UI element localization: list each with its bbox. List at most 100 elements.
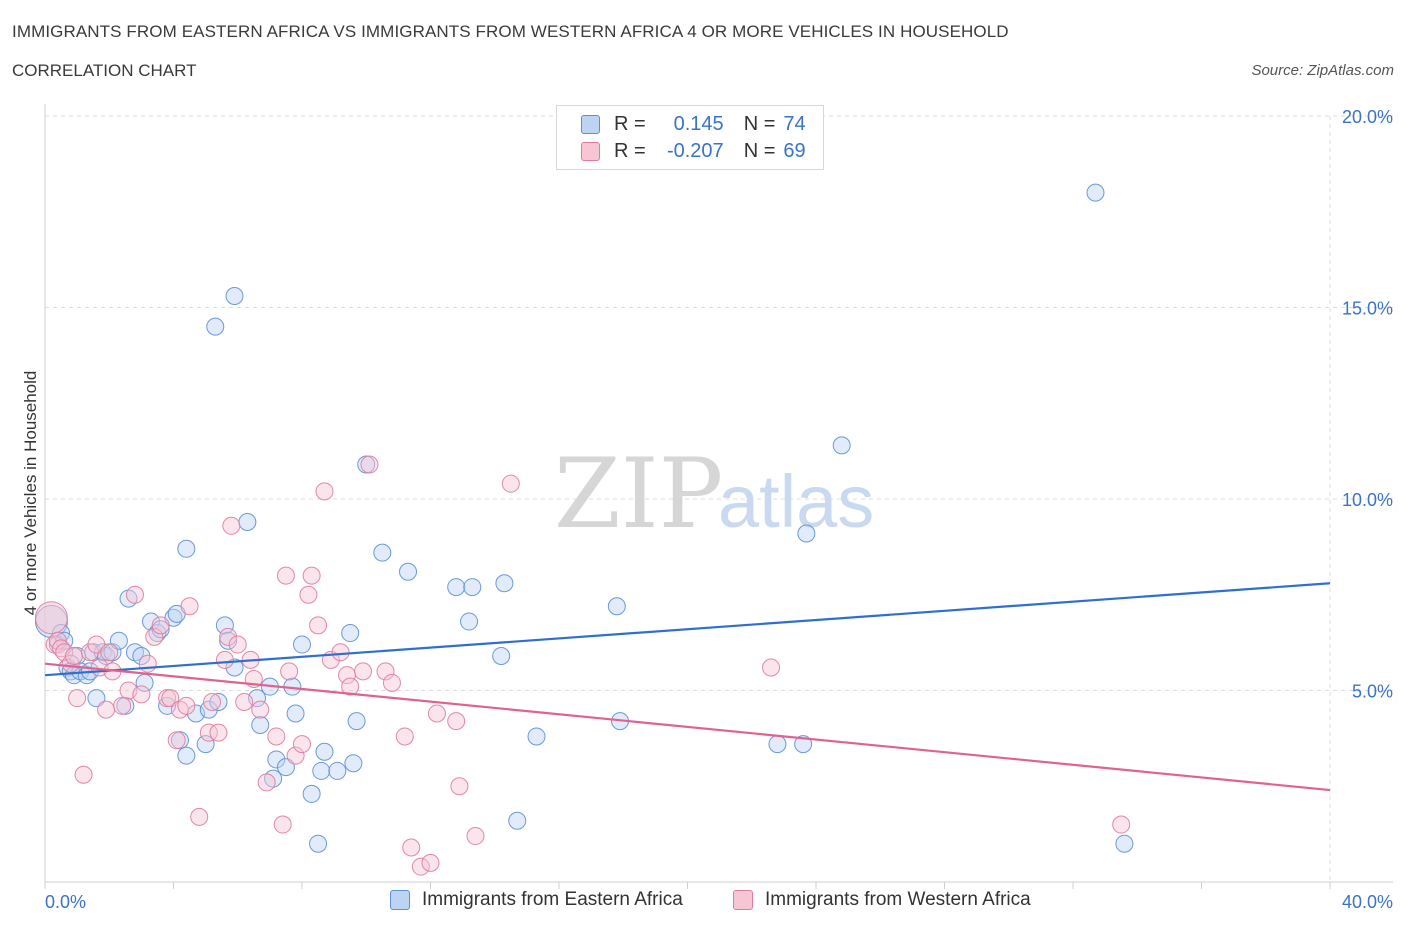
watermark-atlas: atlas bbox=[718, 460, 874, 543]
data-point bbox=[302, 784, 321, 803]
series-points-eastern bbox=[34, 183, 1134, 853]
source-credit: Source: ZipAtlas.com bbox=[1251, 62, 1394, 79]
data-point bbox=[222, 516, 241, 535]
data-point bbox=[797, 524, 816, 543]
trend-lines bbox=[44, 582, 1331, 792]
y-axis-title: 4 or more Vehicles in Household bbox=[21, 371, 40, 616]
data-point bbox=[463, 578, 482, 597]
data-point bbox=[219, 631, 238, 650]
data-point bbox=[132, 685, 151, 704]
data-point bbox=[167, 731, 186, 750]
data-point bbox=[315, 482, 334, 501]
data-point bbox=[219, 627, 238, 646]
legend-r-label: R = bbox=[614, 112, 646, 135]
legend-n-value-western: 69 bbox=[783, 139, 806, 162]
data-point bbox=[1112, 815, 1131, 834]
data-point bbox=[768, 735, 787, 754]
data-point bbox=[1086, 183, 1105, 202]
axes: 5.0% 10.0% 15.0% 20.0% bbox=[44, 104, 1393, 889]
data-point bbox=[427, 704, 446, 723]
series-label-eastern: Immigrants from Eastern Africa bbox=[422, 889, 683, 910]
data-point bbox=[177, 539, 196, 558]
data-point bbox=[68, 689, 87, 708]
data-point bbox=[607, 597, 626, 616]
data-point bbox=[501, 474, 520, 493]
data-point bbox=[762, 658, 781, 677]
series-legend-western[interactable]: Immigrants from Western Africa bbox=[733, 889, 1031, 911]
data-point bbox=[280, 662, 299, 681]
data-point bbox=[238, 512, 257, 531]
data-point bbox=[100, 643, 119, 662]
data-point bbox=[309, 616, 328, 635]
data-point bbox=[1115, 834, 1134, 853]
data-point bbox=[309, 834, 328, 853]
y-tick-label: 20.0% bbox=[1342, 107, 1393, 127]
data-point bbox=[125, 585, 144, 604]
data-point bbox=[180, 597, 199, 616]
data-point bbox=[228, 635, 247, 654]
data-point bbox=[64, 647, 83, 666]
legend-r-label: R = bbox=[614, 139, 646, 162]
legend-n-label: N = bbox=[743, 112, 776, 135]
x-tick-label-max: 40.0% bbox=[1342, 892, 1393, 912]
data-point bbox=[34, 601, 68, 635]
y-tick-label: 10.0% bbox=[1342, 490, 1393, 510]
data-point bbox=[235, 692, 254, 711]
data-point bbox=[794, 735, 813, 754]
data-point bbox=[302, 566, 321, 585]
data-point bbox=[151, 616, 170, 635]
data-point bbox=[74, 765, 93, 784]
data-point bbox=[447, 712, 466, 731]
y-tick-label: 5.0% bbox=[1352, 682, 1393, 702]
data-point bbox=[215, 616, 234, 635]
data-points bbox=[34, 183, 1134, 876]
data-point bbox=[315, 742, 334, 761]
data-point bbox=[286, 746, 305, 765]
data-point bbox=[360, 455, 379, 474]
legend-row-western: R = -0.207 N = 69 bbox=[581, 138, 806, 164]
data-point bbox=[341, 624, 360, 643]
series-legend-eastern[interactable]: Immigrants from Eastern Africa bbox=[390, 889, 683, 911]
data-point bbox=[293, 735, 311, 754]
data-point bbox=[151, 620, 170, 639]
data-point bbox=[460, 612, 479, 631]
data-point bbox=[161, 689, 180, 708]
data-point bbox=[80, 643, 99, 662]
data-point bbox=[508, 811, 527, 830]
data-point bbox=[196, 735, 215, 754]
legend-n-label: N = bbox=[743, 139, 776, 162]
data-point bbox=[209, 723, 228, 742]
data-point bbox=[373, 543, 392, 562]
data-point bbox=[331, 643, 350, 662]
data-point bbox=[273, 815, 292, 834]
data-point bbox=[267, 750, 286, 769]
data-point bbox=[832, 436, 851, 455]
data-point bbox=[276, 566, 295, 585]
data-point bbox=[399, 562, 418, 581]
data-point bbox=[177, 696, 196, 715]
data-point bbox=[276, 758, 295, 777]
data-point bbox=[293, 635, 311, 654]
data-point bbox=[109, 631, 128, 650]
data-point bbox=[495, 574, 514, 593]
data-point bbox=[286, 704, 305, 723]
legend-n-value-eastern: 74 bbox=[783, 112, 806, 135]
data-point bbox=[113, 696, 132, 715]
data-point bbox=[55, 643, 74, 662]
data-point bbox=[132, 647, 151, 666]
data-point bbox=[411, 857, 430, 876]
correlation-legend: R = 0.145 N = 74 R = -0.207 N = 69 bbox=[556, 105, 824, 170]
data-point bbox=[206, 317, 225, 336]
data-point bbox=[341, 677, 360, 696]
series-legend: Immigrants from Eastern Africa Immigrant… bbox=[0, 889, 1406, 915]
x-tick-label-min: 0.0% bbox=[45, 892, 86, 912]
data-point bbox=[312, 761, 331, 780]
legend-r-value-western: -0.207 bbox=[666, 139, 724, 162]
data-point bbox=[190, 807, 209, 826]
data-point bbox=[87, 689, 106, 708]
data-point bbox=[376, 662, 395, 681]
data-point bbox=[215, 650, 234, 669]
data-point bbox=[492, 647, 511, 666]
legend-swatch-eastern bbox=[581, 114, 600, 134]
